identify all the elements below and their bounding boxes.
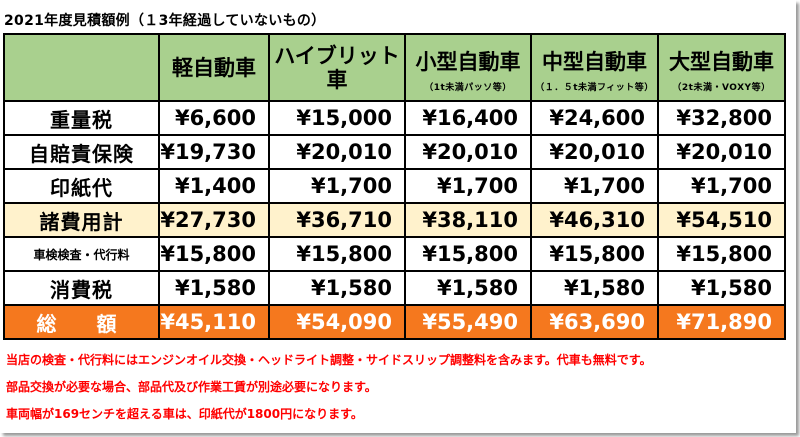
header-name: 軽自動車 bbox=[172, 55, 256, 80]
row-label: 印紙代 bbox=[3, 168, 160, 204]
row-stamp-fee: 印紙代 ¥1,400 ¥1,700 ¥1,700 ¥1,700 ¥1,700 bbox=[3, 168, 786, 204]
value-cell: ¥1,580 bbox=[404, 270, 532, 306]
value-cell: ¥16,400 bbox=[404, 100, 532, 136]
row-weight-tax: 重量税 ¥6,600 ¥15,000 ¥16,400 ¥24,600 ¥32,8… bbox=[3, 100, 786, 136]
header-note: （１．５t未満フィット等） bbox=[535, 83, 654, 93]
value-cell: ¥1,580 bbox=[530, 270, 659, 306]
value-cell: ¥38,110 bbox=[404, 202, 532, 238]
value-cell: ¥1,580 bbox=[268, 270, 406, 306]
value-cell: ¥20,010 bbox=[268, 134, 406, 170]
row-total: 総 額 ¥45,110 ¥54,090 ¥55,490 ¥63,690 ¥71,… bbox=[3, 304, 786, 340]
value-cell: ¥71,890 bbox=[657, 304, 786, 340]
value-cell: ¥15,800 bbox=[158, 236, 270, 272]
header-note: （2t未満・VOXY等） bbox=[672, 83, 771, 93]
header-cell-blank bbox=[3, 33, 160, 102]
header-cell-hybrid: ハイブリット車 bbox=[268, 33, 406, 102]
header-cell-kei: 軽自動車 bbox=[158, 33, 270, 102]
value-cell: ¥55,490 bbox=[404, 304, 532, 340]
value-cell: ¥24,600 bbox=[530, 100, 659, 136]
row-label: 車検検査・代行料 bbox=[3, 236, 160, 272]
value-cell: ¥15,800 bbox=[404, 236, 532, 272]
value-cell: ¥63,690 bbox=[530, 304, 659, 340]
note-line: 車両幅が169センチを超える車は、印紙代が1800円になります。 bbox=[6, 407, 363, 421]
row-label: 諸費用計 bbox=[3, 202, 160, 238]
header-name: 中型自動車 bbox=[542, 50, 647, 74]
header-cell-large: 大型自動車 （2t未満・VOXY等） bbox=[657, 33, 786, 102]
value-cell: ¥1,700 bbox=[404, 168, 532, 204]
value-cell: ¥1,700 bbox=[268, 168, 406, 204]
value-cell: ¥27,730 bbox=[158, 202, 270, 238]
value-cell: ¥32,800 bbox=[657, 100, 786, 136]
row-inspection-fee: 車検検査・代行料 ¥15,800 ¥15,800 ¥15,800 ¥15,800… bbox=[3, 236, 786, 272]
value-cell: ¥1,400 bbox=[158, 168, 270, 204]
note-line: 当店の検査・代行料にはエンジンオイル交換・ヘッドライト調整・サイドスリップ調整料… bbox=[6, 353, 652, 367]
value-cell: ¥1,580 bbox=[657, 270, 786, 306]
value-cell: ¥15,800 bbox=[530, 236, 659, 272]
value-cell: ¥46,310 bbox=[530, 202, 659, 238]
row-label: 総 額 bbox=[3, 304, 160, 340]
value-cell: ¥20,010 bbox=[657, 134, 786, 170]
value-cell: ¥54,510 bbox=[657, 202, 786, 238]
table-caption: 2021年度見積額例（１3年経過していないもの） bbox=[4, 13, 326, 29]
header-cell-small: 小型自動車 （1t未満パッソ等） bbox=[404, 33, 532, 102]
value-cell: ¥15,800 bbox=[268, 236, 406, 272]
value-cell: ¥20,010 bbox=[530, 134, 659, 170]
value-cell: ¥54,090 bbox=[268, 304, 406, 340]
header-cell-medium: 中型自動車 （１．５t未満フィット等） bbox=[530, 33, 659, 102]
header-name: 大型自動車 bbox=[669, 50, 774, 74]
value-cell: ¥15,800 bbox=[657, 236, 786, 272]
header-note: （1t未満パッソ等） bbox=[424, 83, 512, 93]
value-cell: ¥15,000 bbox=[268, 100, 406, 136]
header-name: ハイブリット車 bbox=[274, 43, 400, 92]
row-label: 重量税 bbox=[3, 100, 160, 136]
row-label: 消費税 bbox=[3, 270, 160, 306]
estimate-table: 軽自動車 ハイブリット車 小型自動車 （1t未満パッソ等） 中型自動車 （１．５… bbox=[3, 33, 786, 340]
value-cell: ¥45,110 bbox=[158, 304, 270, 340]
row-subtotal: 諸費用計 ¥27,730 ¥36,710 ¥38,110 ¥46,310 ¥54… bbox=[3, 202, 786, 238]
value-cell: ¥19,730 bbox=[158, 134, 270, 170]
value-cell: ¥20,010 bbox=[404, 134, 532, 170]
value-cell: ¥1,580 bbox=[158, 270, 270, 306]
value-cell: ¥1,700 bbox=[530, 168, 659, 204]
row-label: 自賠責保険 bbox=[3, 134, 160, 170]
value-cell: ¥36,710 bbox=[268, 202, 406, 238]
note-line: 部品交換が必要な場合、部品代及び作業工賃が別途必要になります。 bbox=[6, 380, 377, 394]
header-name: 小型自動車 bbox=[415, 50, 521, 74]
row-consumption-tax: 消費税 ¥1,580 ¥1,580 ¥1,580 ¥1,580 ¥1,580 bbox=[3, 270, 786, 306]
value-cell: ¥6,600 bbox=[158, 100, 270, 136]
header-row: 軽自動車 ハイブリット車 小型自動車 （1t未満パッソ等） 中型自動車 （１．５… bbox=[3, 33, 786, 102]
notes: 当店の検査・代行料にはエンジンオイル交換・ヘッドライト調整・サイドスリップ調整料… bbox=[6, 351, 652, 432]
row-liability-insurance: 自賠責保険 ¥19,730 ¥20,010 ¥20,010 ¥20,010 ¥2… bbox=[3, 134, 786, 170]
value-cell: ¥1,700 bbox=[657, 168, 786, 204]
